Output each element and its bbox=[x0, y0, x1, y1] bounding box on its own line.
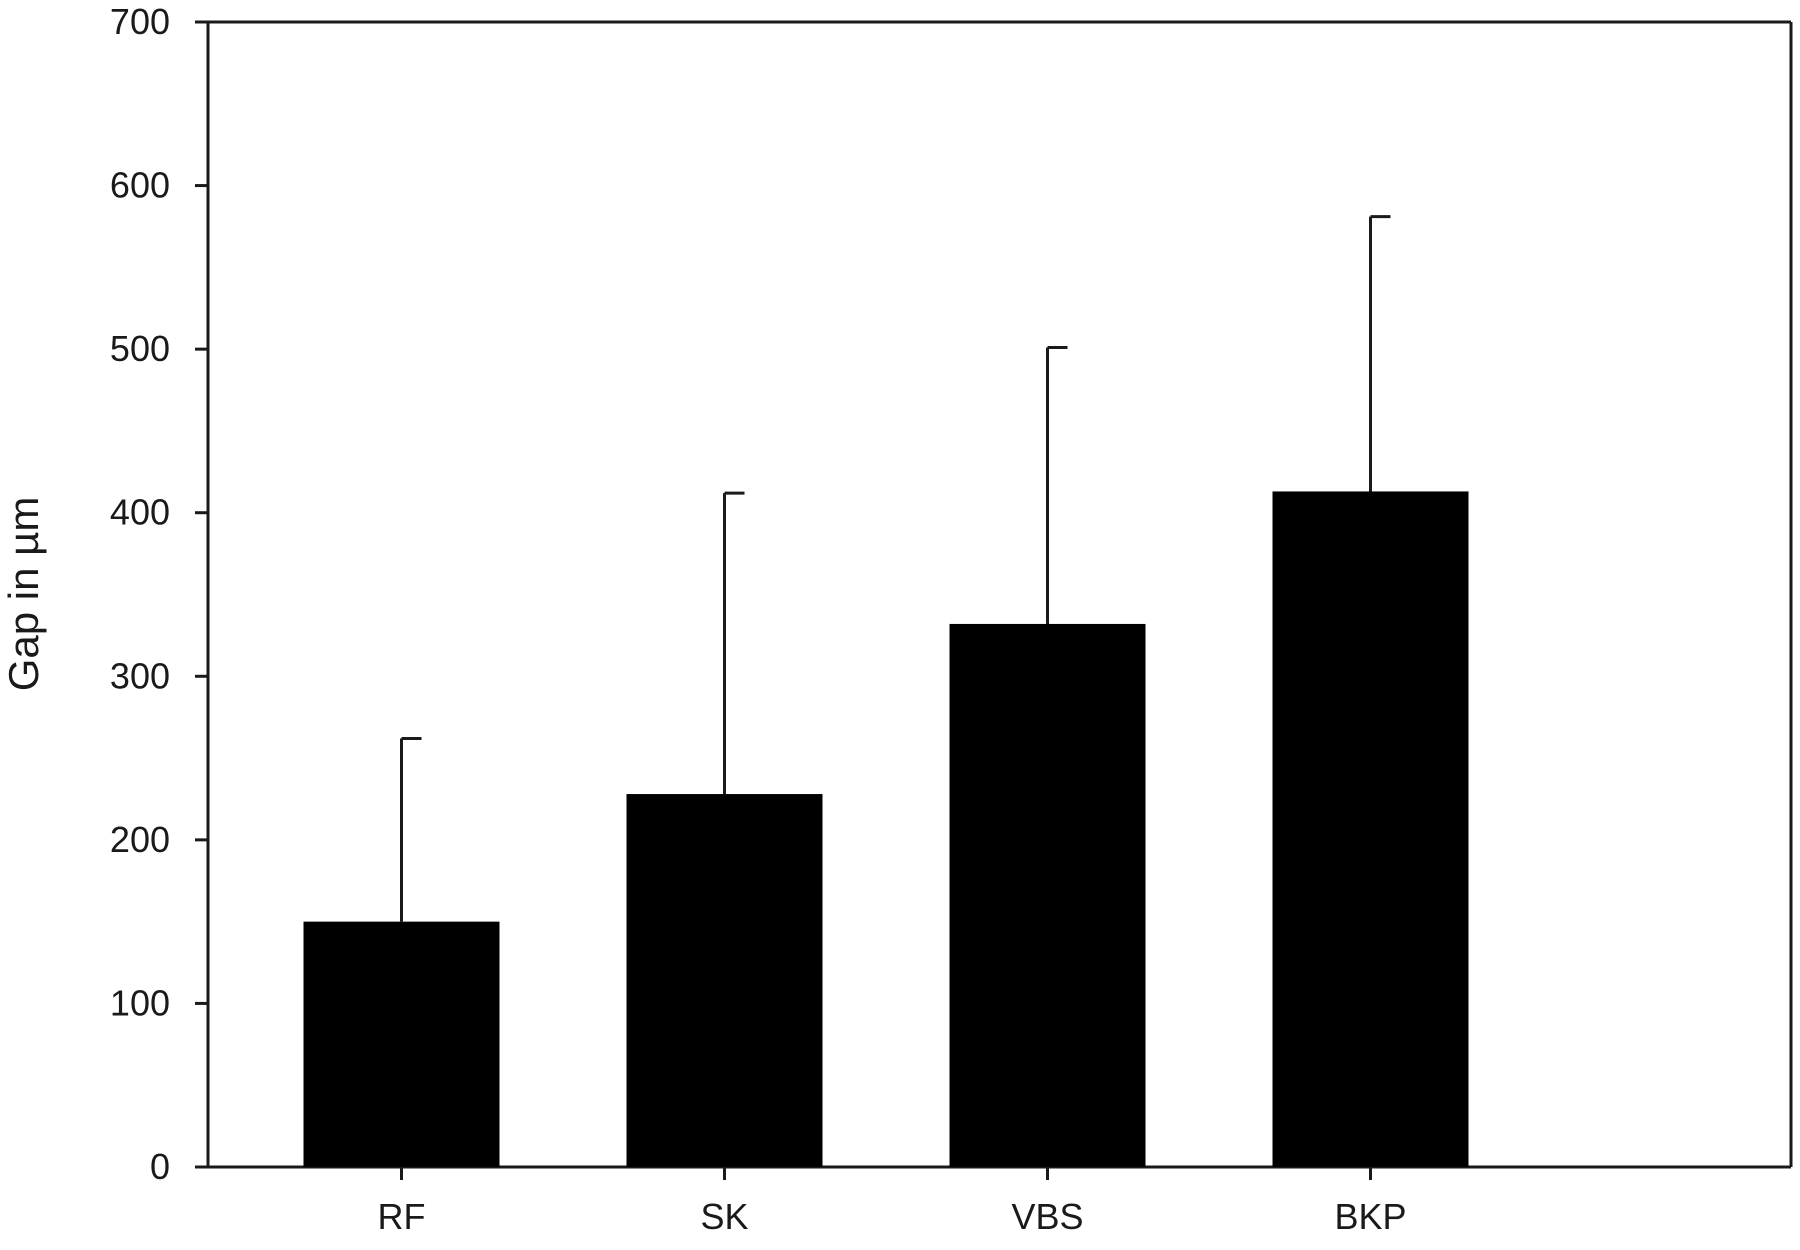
y-tick-label: 300 bbox=[110, 655, 170, 696]
bar bbox=[626, 794, 823, 1167]
y-tick-label: 100 bbox=[110, 982, 170, 1023]
y-tick-label: 200 bbox=[110, 819, 170, 860]
y-axis-ticks: 0 100 200 300 400 500 600 700 bbox=[110, 1, 208, 1187]
x-axis-ticks: RF SK VBS BKP bbox=[378, 1167, 1407, 1237]
x-tick-label: RF bbox=[378, 1196, 426, 1237]
y-tick-label: 600 bbox=[110, 165, 170, 206]
x-tick-label: SK bbox=[700, 1196, 748, 1237]
error-bars bbox=[400, 215, 1391, 922]
x-tick-label: BKP bbox=[1334, 1196, 1406, 1237]
bar bbox=[1272, 491, 1469, 1167]
y-tick-label: 700 bbox=[110, 1, 170, 42]
y-axis-title: Gap in µm bbox=[0, 497, 47, 692]
bar bbox=[949, 623, 1146, 1167]
y-tick-label: 500 bbox=[110, 328, 170, 369]
bar bbox=[303, 921, 500, 1167]
x-tick-label: VBS bbox=[1011, 1196, 1083, 1237]
y-tick-label: 0 bbox=[150, 1146, 170, 1187]
y-tick-label: 400 bbox=[110, 492, 170, 533]
bars bbox=[303, 491, 1469, 1167]
